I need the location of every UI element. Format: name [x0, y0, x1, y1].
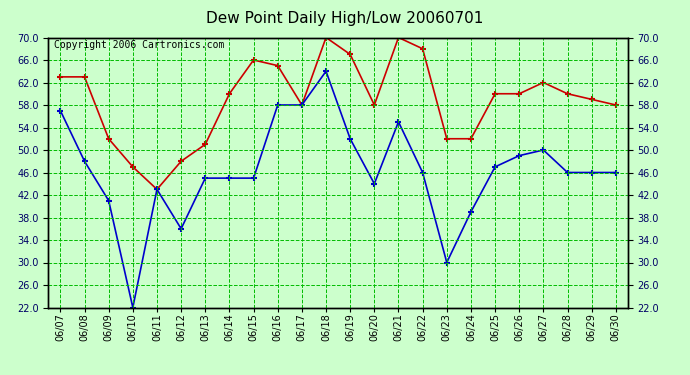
Text: Dew Point Daily High/Low 20060701: Dew Point Daily High/Low 20060701: [206, 11, 484, 26]
Text: Copyright 2006 Cartronics.com: Copyright 2006 Cartronics.com: [54, 40, 224, 50]
